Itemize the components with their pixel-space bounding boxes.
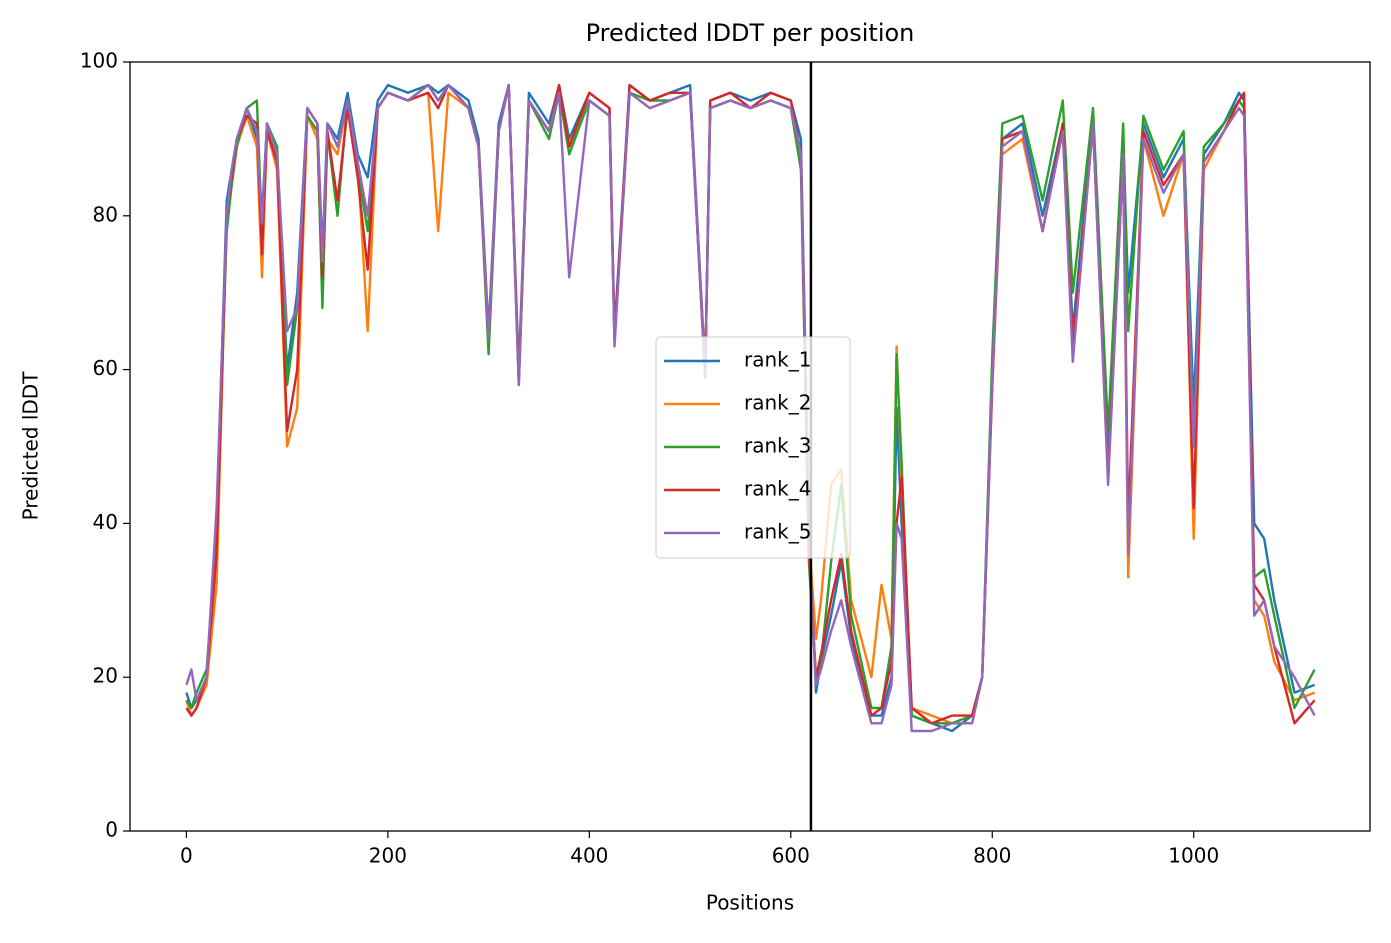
y-tick-label: 20 [93, 664, 118, 688]
x-tick-label: 1000 [1168, 844, 1219, 868]
x-tick-label: 800 [973, 844, 1011, 868]
legend-label: rank_1 [744, 348, 811, 372]
legend-label: rank_4 [744, 477, 811, 501]
x-tick-label: 0 [180, 844, 193, 868]
legend-box [655, 336, 851, 559]
y-tick-label: 0 [105, 818, 118, 842]
y-tick-label: 40 [93, 510, 118, 534]
x-tick-label: 200 [369, 844, 407, 868]
x-tick-label: 400 [570, 844, 608, 868]
chart-title: Predicted lDDT per position [586, 19, 915, 47]
series-line [185, 83, 1316, 733]
y-tick-label: 60 [93, 356, 118, 380]
legend-label: rank_5 [744, 520, 811, 544]
y-tick-label: 100 [80, 49, 118, 73]
x-axis-label: Positions [706, 891, 794, 915]
legend-label: rank_3 [744, 434, 811, 458]
x-tick-label: 600 [772, 844, 810, 868]
y-axis-label: Predicted lDDT [19, 371, 43, 521]
plot-frame [129, 61, 1371, 832]
y-tick-label: 80 [93, 202, 118, 226]
legend-label: rank_2 [744, 391, 811, 415]
